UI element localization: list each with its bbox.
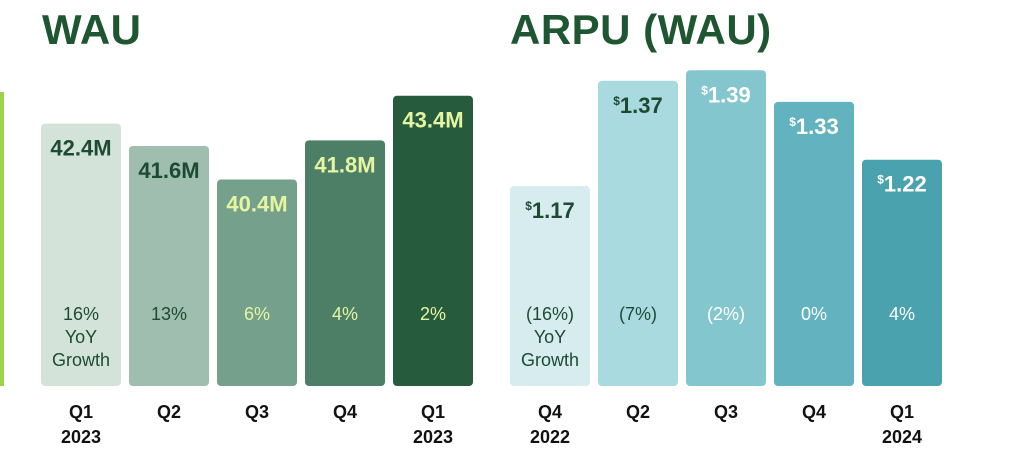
wau-value-label: 43.4M xyxy=(402,108,463,133)
arpu-bar xyxy=(686,70,766,386)
wau-growth-label: 2% xyxy=(420,304,446,324)
wau-growth-label: 13% xyxy=(151,304,187,324)
arpu-growth-label: (7%) xyxy=(619,304,657,324)
wau-category-label: Q3 xyxy=(245,402,269,422)
wau-bar xyxy=(217,179,297,386)
arpu-growth-label: 4% xyxy=(889,304,915,324)
arpu-bar xyxy=(862,159,942,386)
wau-growth-label: 6% xyxy=(244,304,270,324)
wau-value-label: 41.8M xyxy=(314,152,375,177)
arpu-value-label: $1.33 xyxy=(789,114,839,139)
wau-bar xyxy=(393,95,473,386)
wau-chart-title: WAU xyxy=(42,6,142,53)
arpu-category-label: Q2 xyxy=(626,402,650,422)
wau-category-label: Q2 xyxy=(157,402,181,422)
wau-category-label: Q1 2023 xyxy=(413,402,453,447)
arpu-bar xyxy=(510,186,590,386)
arpu-category-label: Q1 2024 xyxy=(882,402,922,447)
accent-line xyxy=(0,92,4,386)
arpu-bar xyxy=(598,80,678,386)
arpu-value-label: $1.22 xyxy=(877,172,927,197)
arpu-category-label: Q4 2022 xyxy=(530,402,570,447)
arpu-value-label: $1.39 xyxy=(701,82,751,107)
wau-growth-label: 4% xyxy=(332,304,358,324)
wau-category-label: Q4 xyxy=(333,402,357,422)
arpu-growth-label: 0% xyxy=(801,304,827,324)
arpu-growth-label: (16%) YoY Growth xyxy=(521,304,579,370)
arpu-category-label: Q4 xyxy=(802,402,826,422)
arpu-value-label: $1.17 xyxy=(525,198,575,223)
wau-value-label: 40.4M xyxy=(226,191,287,216)
arpu-category-label: Q3 xyxy=(714,402,738,422)
arpu-growth-label: (2%) xyxy=(707,304,745,324)
arpu-value-label: $1.37 xyxy=(613,93,663,118)
wau-bar xyxy=(305,140,385,386)
wau-value-label: 42.4M xyxy=(50,136,111,161)
arpu-chart-title: ARPU (WAU) xyxy=(510,6,772,53)
wau-bar xyxy=(41,123,121,386)
wau-bar xyxy=(129,145,209,386)
wau-growth-label: 16% YoY Growth xyxy=(52,304,110,370)
wau-value-label: 41.6M xyxy=(138,158,199,183)
wau-category-label: Q1 2023 xyxy=(61,402,101,447)
arpu-bar xyxy=(774,101,854,387)
